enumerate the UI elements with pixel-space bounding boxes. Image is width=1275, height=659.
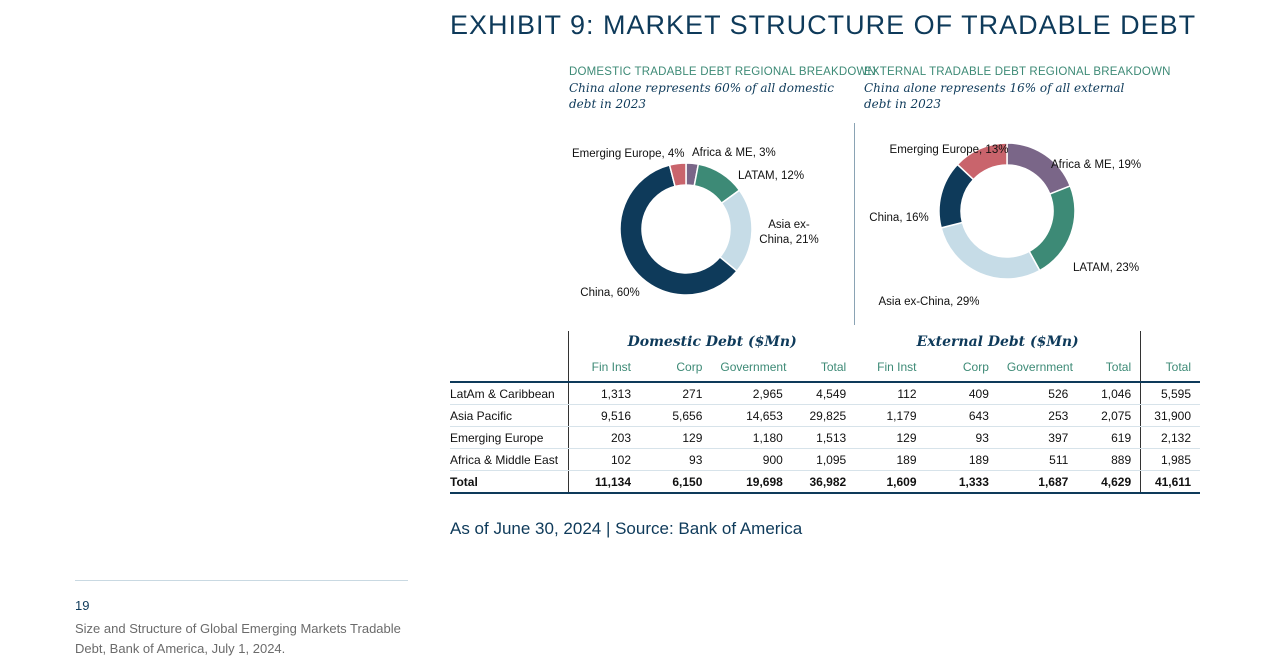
- table-cell: 5,595: [1140, 381, 1200, 405]
- exhibit-title: EXHIBIT 9: MARKET STRUCTURE OF TRADABLE …: [450, 10, 1197, 40]
- slice-label: Africa & ME, 19%: [1051, 159, 1141, 171]
- table-cell: 1,095: [791, 448, 856, 471]
- slice-label: Africa & ME, 3%: [692, 147, 776, 159]
- footnote-text: Size and Structure of Global Emerging Ma…: [75, 621, 401, 656]
- table-cell: 526: [997, 381, 1078, 405]
- slice-label: Emerging Europe, 4%: [572, 148, 685, 160]
- external-group-header: External Debt ($Mn): [916, 334, 1079, 350]
- table-total-row: Total 11,134 6,150 19,698 36,982 1,609 1,333 1,…: [450, 470, 1200, 494]
- donut-slice: [619, 164, 738, 296]
- table-cell: 1,046: [1077, 381, 1141, 405]
- table-cell: 29,825: [791, 404, 856, 427]
- slice-label: LATAM, 23%: [1073, 262, 1139, 274]
- donut-slice: [668, 162, 687, 188]
- table-cell: 14,653: [711, 404, 792, 427]
- table-cell: 1,180: [711, 426, 792, 449]
- table-cell: 203: [568, 426, 640, 449]
- table-cell: 41,611: [1140, 470, 1200, 494]
- table-cell: 112: [855, 381, 926, 405]
- slice-label: LATAM, 12%: [738, 170, 804, 182]
- slice-label: China, 16%: [869, 212, 928, 224]
- domestic-chart-header: DOMESTIC TRADABLE DEBT REGIONAL BREAKDOW…: [569, 66, 877, 112]
- table-cell: 619: [1077, 426, 1141, 449]
- table-cell: 189: [855, 448, 926, 471]
- row-label: Emerging Europe: [450, 426, 569, 449]
- column-header: Total: [820, 360, 847, 374]
- table-cell: 253: [997, 404, 1078, 427]
- table-cell: 129: [855, 426, 926, 449]
- external-chart-header: EXTERNAL TRADABLE DEBT REGIONAL BREAKDOW…: [864, 66, 1171, 112]
- domestic-chart-caption: DOMESTIC TRADABLE DEBT REGIONAL BREAKDOW…: [569, 66, 877, 78]
- chart-divider: [854, 123, 855, 325]
- table-cell: 102: [568, 448, 640, 471]
- donut-slice: [718, 189, 753, 273]
- row-label: LatAm & Caribbean: [450, 381, 569, 405]
- footnote-divider: [75, 580, 408, 581]
- table-cell: 889: [1077, 448, 1141, 471]
- column-header: Corp: [962, 360, 989, 374]
- table-row: Asia Pacific 9,516 5,656 14,653 29,825 1,179 6…: [450, 404, 1200, 427]
- table-cell: 93: [925, 426, 998, 449]
- table-cell: 2,075: [1077, 404, 1141, 427]
- column-header: Government: [720, 360, 787, 374]
- table-cell: 1,333: [925, 470, 998, 494]
- table-cell: 5,656: [640, 404, 712, 427]
- table-cell: 1,985: [1140, 448, 1200, 471]
- debt-table: Domestic Debt ($Mn) External Debt ($Mn) …: [450, 331, 1200, 494]
- table-row: Emerging Europe 203 129 1,180 1,513 129 93 397 6…: [450, 426, 1200, 449]
- column-header: Total: [1105, 360, 1132, 374]
- table-cell: 4,629: [1077, 470, 1141, 494]
- domestic-donut-chart: Africa & ME, 3% LATAM, 12% Asia ex-China, …: [572, 147, 819, 299]
- table-cell: 36,982: [791, 470, 856, 494]
- slice-label: Asia ex-China, 21%: [759, 219, 818, 246]
- donut-slice: [940, 221, 1041, 280]
- table-cell: 9,516: [568, 404, 640, 427]
- table-row: Africa & Middle East 102 93 900 1,095 189 189 5…: [450, 448, 1200, 471]
- table-cell: 397: [997, 426, 1078, 449]
- donut-slice: [1028, 184, 1076, 272]
- slice-label: Emerging Europe, 13%: [890, 144, 1009, 156]
- table-cell: 1,609: [855, 470, 926, 494]
- donut-slice: [956, 142, 1008, 181]
- table-cell: 900: [711, 448, 792, 471]
- table-cell: 511: [997, 448, 1078, 471]
- table-cell: 643: [925, 404, 998, 427]
- domestic-group-header: Domestic Debt ($Mn): [568, 331, 856, 353]
- table-cell: 1,313: [568, 381, 640, 405]
- slice-label: Asia ex-China, 29%: [879, 296, 980, 308]
- row-label: Asia Pacific: [450, 404, 569, 427]
- external-chart-caption: EXTERNAL TRADABLE DEBT REGIONAL BREAKDOW…: [864, 66, 1171, 78]
- column-header: Fin Inst: [877, 360, 917, 374]
- table-cell: 271: [640, 381, 712, 405]
- table-cell: 11,134: [568, 470, 640, 494]
- table-cell: 31,900: [1140, 404, 1200, 427]
- table-cell: 1,513: [791, 426, 856, 449]
- table-row: LatAm & Caribbean 1,313 271 2,965 4,549 112 40…: [450, 381, 1200, 405]
- donut-charts: Africa & ME, 3% LATAM, 12% Asia ex-China, …: [572, 142, 1141, 308]
- domestic-chart-subtitle: China alone represents 60% of all domest…: [569, 81, 834, 111]
- column-header: Corp: [676, 360, 703, 374]
- column-header: Fin Inst: [568, 353, 640, 382]
- table-cell: 2,132: [1140, 426, 1200, 449]
- external-chart-subtitle: China alone represents 16% of all extern…: [864, 81, 1125, 111]
- table-cell: 1,179: [855, 404, 926, 427]
- table-cell: 93: [640, 448, 712, 471]
- column-header: Government: [1006, 360, 1073, 374]
- table-cell: 19,698: [711, 470, 792, 494]
- footnote-number: 19: [75, 598, 90, 613]
- table-cell: 409: [925, 381, 998, 405]
- table-cell: 1,687: [997, 470, 1078, 494]
- row-label: Africa & Middle East: [450, 448, 569, 471]
- table-cell: 189: [925, 448, 998, 471]
- source-note: As of June 30, 2024 | Source: Bank of Am…: [450, 519, 803, 538]
- table-cell: 129: [640, 426, 712, 449]
- row-label: Total: [450, 470, 569, 494]
- table-cell: 6,150: [640, 470, 712, 494]
- external-donut-chart: Africa & ME, 19% LATAM, 23% Asia ex-China,…: [869, 142, 1141, 308]
- table-cell: 2,965: [711, 381, 792, 405]
- column-header: Total: [1140, 353, 1200, 382]
- table-cell: 4,549: [791, 381, 856, 405]
- slice-label: China, 60%: [580, 287, 639, 299]
